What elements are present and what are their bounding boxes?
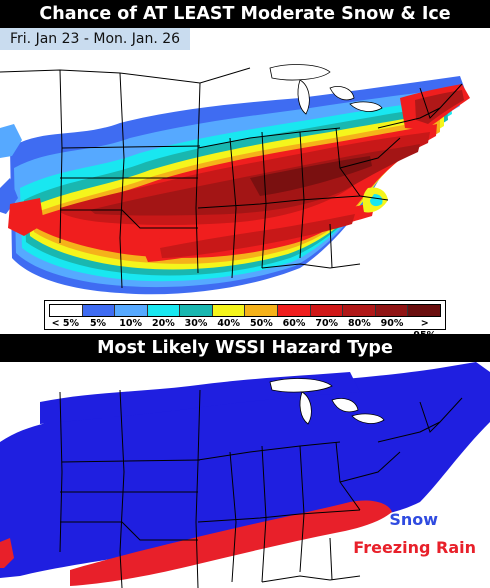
legend-label: 90% (380, 318, 404, 329)
legend-swatch-bar (49, 304, 441, 317)
legend-swatch (82, 305, 116, 316)
legend-swatch (343, 305, 376, 316)
legend-label: 10% (119, 318, 143, 329)
legend-swatch (408, 305, 440, 316)
legend-label: < 5% (51, 318, 80, 329)
legend-swatch (375, 305, 409, 316)
legend-swatch (180, 305, 213, 316)
legend-label: 60% (282, 318, 306, 329)
legend-label: 40% (217, 318, 241, 329)
legend-swatch (278, 305, 311, 316)
hazard-type-title: Most Likely WSSI Hazard Type (0, 334, 490, 362)
hazard-type-panel: Most Likely WSSI Hazard Type (0, 334, 490, 588)
freezing-rain-key-label: Freezing Rain (353, 538, 476, 557)
probability-title: Chance of AT LEAST Moderate Snow & Ice I… (0, 0, 490, 52)
probability-panel: Chance of AT LEAST Moderate Snow & Ice I… (0, 0, 490, 334)
legend-label: 80% (348, 318, 371, 329)
probability-legend: < 5% 5% 10% 20% 30% 40% 50% 60% 70% 80% 90% > 95% (44, 300, 446, 334)
legend-label: > 95% (413, 318, 436, 334)
legend-swatch (245, 305, 279, 316)
probability-map (0, 28, 490, 334)
legend-label: 50% (249, 318, 273, 329)
date-range-label: Fri. Jan 23 - Mon. Jan. 26 (0, 28, 191, 50)
legend-label: 30% (184, 318, 208, 329)
legend-swatch (50, 305, 83, 316)
snow-key-label: Snow (389, 510, 438, 529)
legend-swatch (147, 305, 181, 316)
legend-label-row: < 5% 5% 10% 20% 30% 40% 50% 60% 70% 80% 90% > 95% (49, 318, 441, 334)
legend-label: 20% (151, 318, 175, 329)
legend-swatch (115, 305, 148, 316)
legend-label: 70% (315, 318, 339, 329)
legend-label: 5% (89, 318, 107, 329)
legend-swatch (212, 305, 246, 316)
hazard-type-map (0, 362, 490, 588)
legend-swatch (310, 305, 344, 316)
